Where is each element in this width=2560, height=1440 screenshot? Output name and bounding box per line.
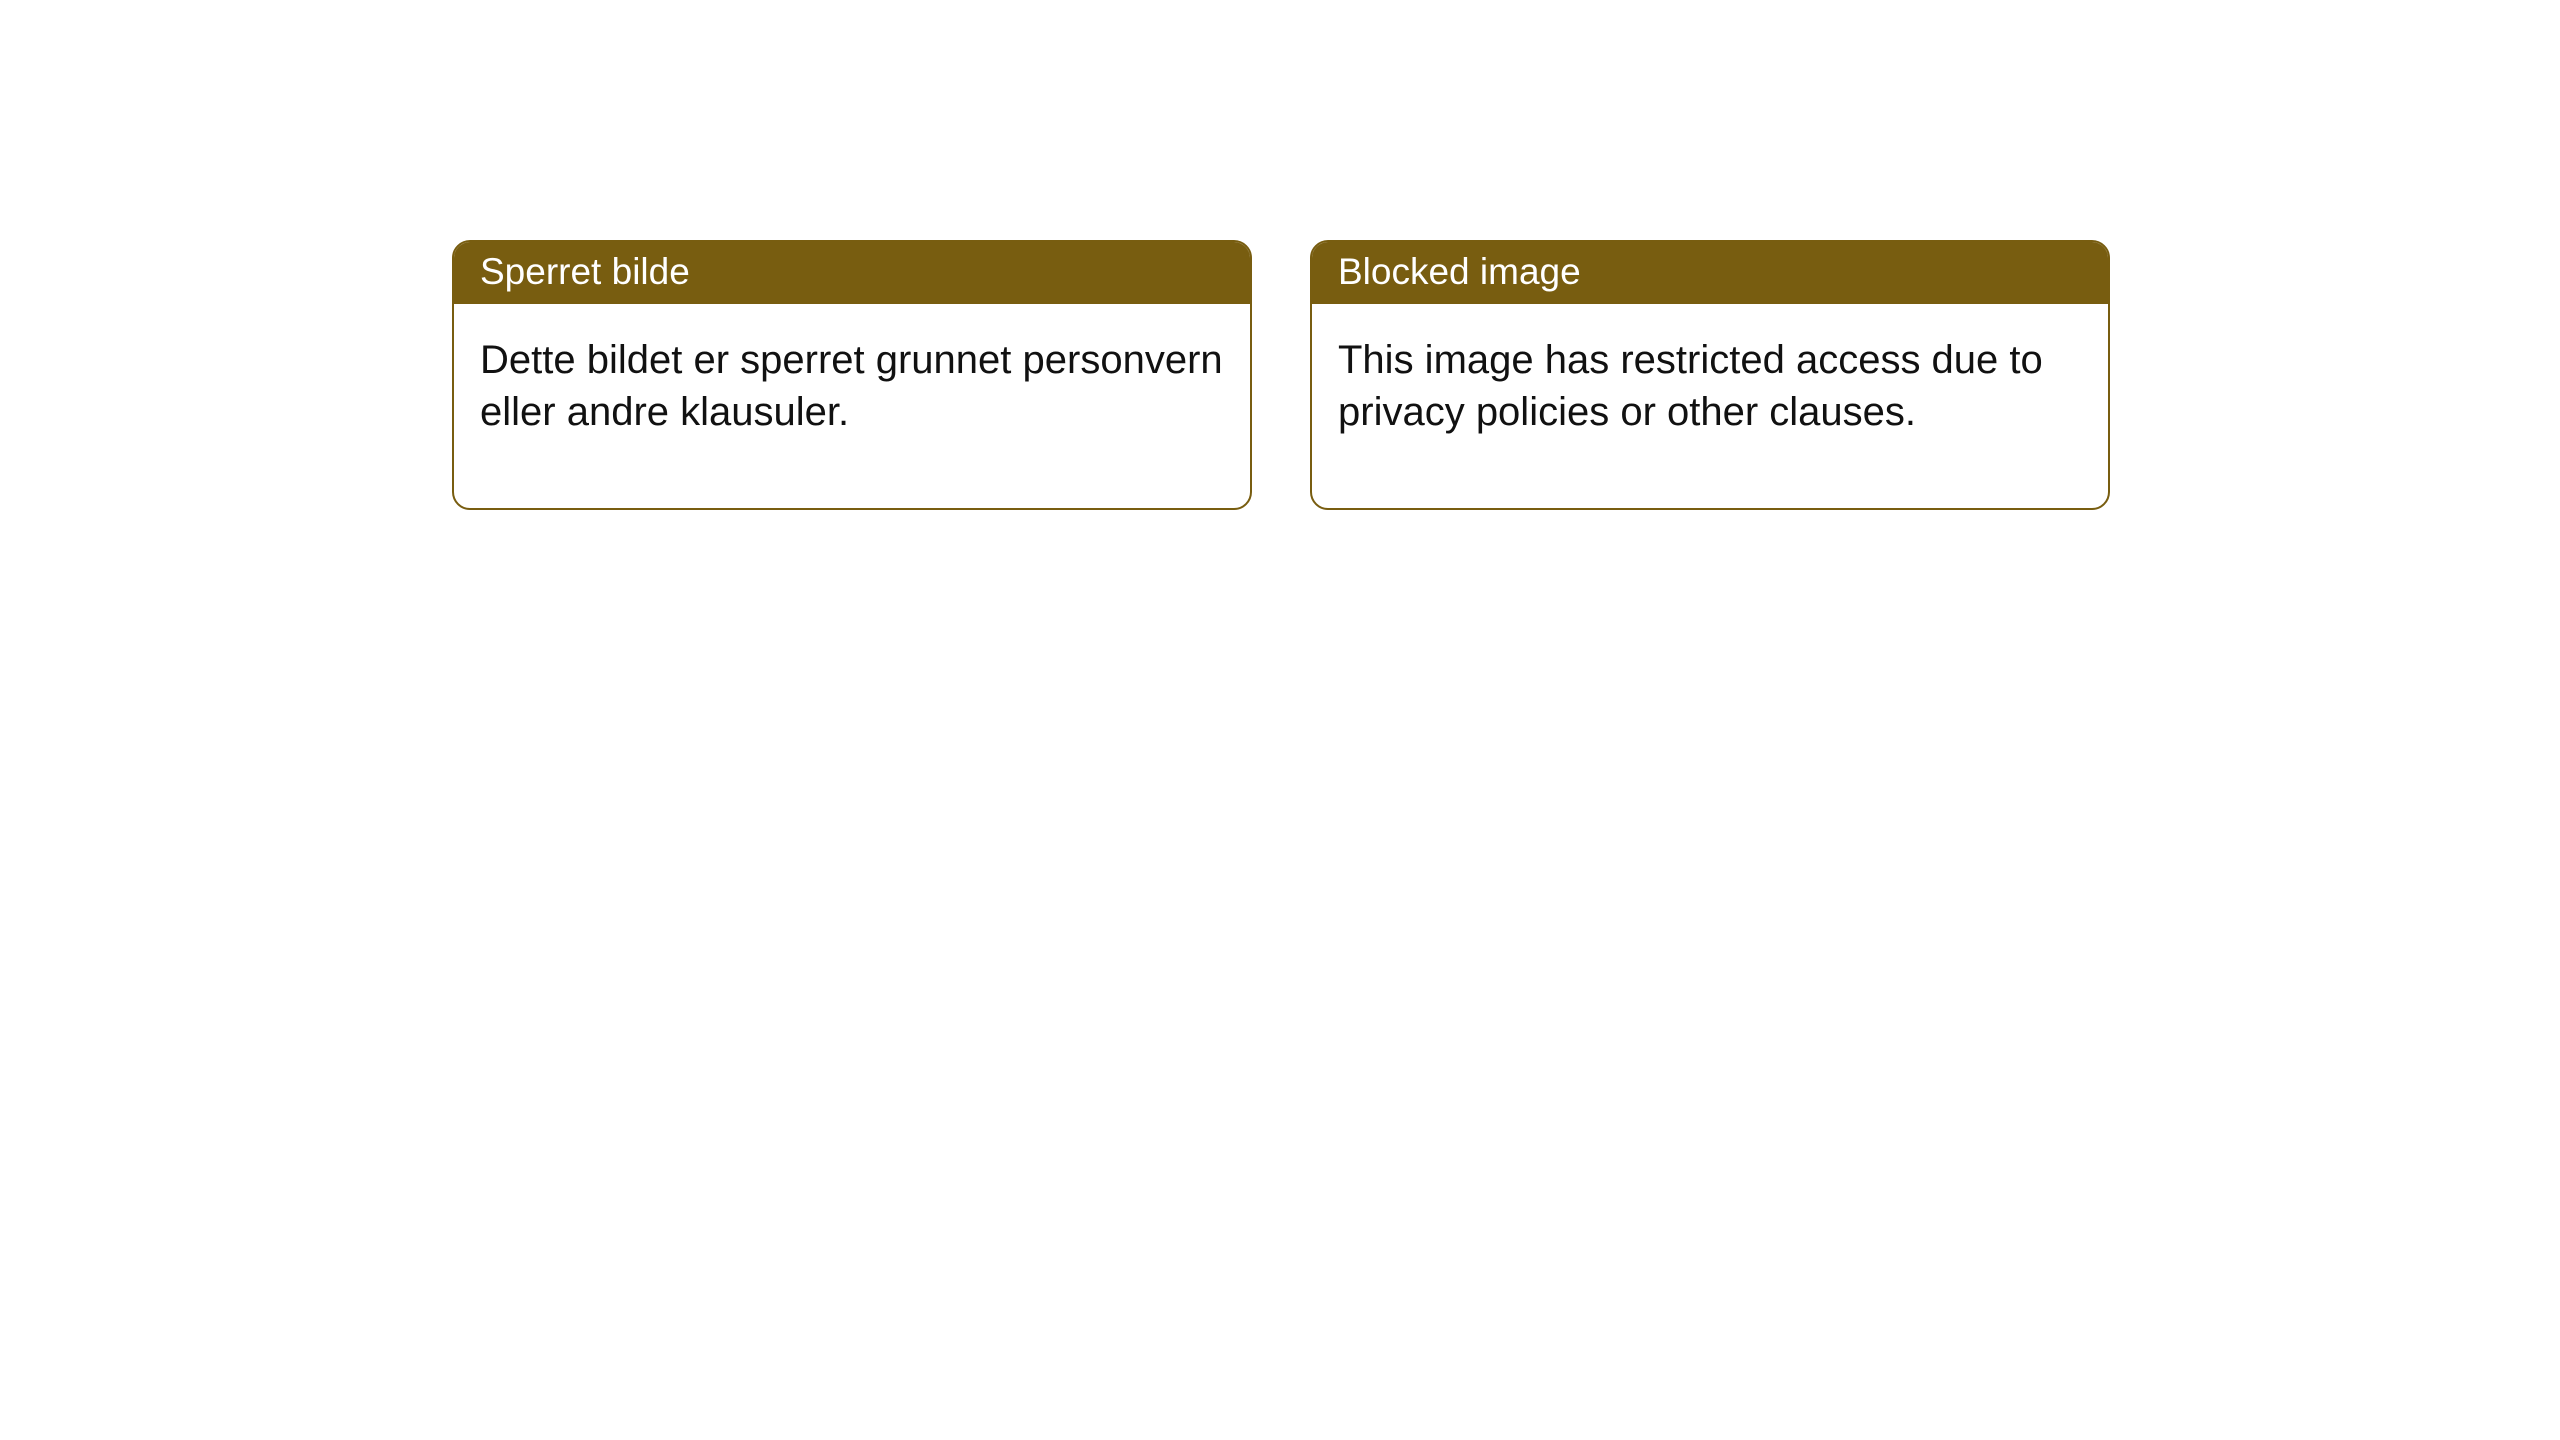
notice-body-en: This image has restricted access due to … — [1312, 304, 2108, 508]
notice-body-no: Dette bildet er sperret grunnet personve… — [454, 304, 1250, 508]
notice-card-en: Blocked image This image has restricted … — [1310, 240, 2110, 510]
notice-container: Sperret bilde Dette bildet er sperret gr… — [452, 240, 2110, 510]
notice-card-no: Sperret bilde Dette bildet er sperret gr… — [452, 240, 1252, 510]
notice-header-en: Blocked image — [1312, 242, 2108, 304]
notice-header-no: Sperret bilde — [454, 242, 1250, 304]
